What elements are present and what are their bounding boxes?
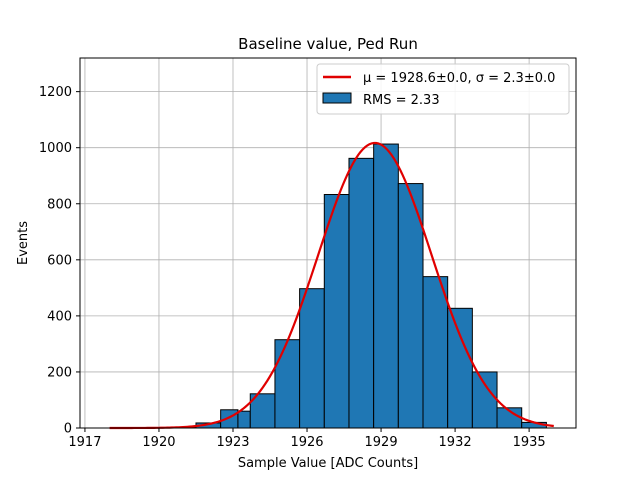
legend: μ = 1928.6±0.0, σ = 2.3±0.0 RMS = 2.33: [316, 63, 570, 115]
fit-curve-path: [109, 141, 554, 430]
x-axis-label: Sample Value [ADC Counts]: [238, 456, 418, 471]
histogram-bar: [447, 307, 473, 429]
histogram-bar: [299, 288, 325, 429]
y-tick-label: 400: [47, 309, 72, 324]
chart-title: Baseline value, Ped Run: [238, 35, 418, 53]
plot-frame: [79, 57, 577, 429]
y-tick-label: 1000: [39, 141, 72, 156]
legend-histogram-swatch: [322, 92, 352, 104]
y-axis-ticks: 0 200 400 600 800 1000 1200: [39, 85, 80, 437]
x-tick-label: 1926: [290, 435, 323, 450]
histogram-bars: [183, 143, 547, 429]
y-tick-label: 0: [64, 422, 72, 437]
histogram-bar: [373, 143, 399, 429]
histogram-bar: [471, 371, 498, 429]
histogram-bar: [422, 276, 449, 429]
y-tick-label: 200: [47, 365, 72, 380]
legend-fit-label: μ = 1928.6±0.0, σ = 2.3±0.0: [363, 71, 555, 86]
x-tick-label: 1932: [439, 435, 472, 450]
x-tick-label: 1917: [68, 435, 101, 450]
x-tick-label: 1935: [513, 435, 546, 450]
histogram-bar: [348, 157, 375, 429]
y-tick-label: 800: [47, 197, 72, 212]
histogram-bar: [274, 339, 301, 429]
histogram-bar: [323, 194, 350, 429]
gaussian-fit-curve: [109, 141, 554, 430]
histogram-bar: [237, 410, 251, 429]
x-axis-ticks: 1917 1920 1923 1926 1929 1932 1935: [68, 428, 546, 450]
x-tick-label: 1929: [365, 435, 398, 450]
y-tick-label: 600: [47, 253, 72, 268]
x-tick-label: 1923: [216, 435, 249, 450]
x-tick-label: 1920: [142, 435, 175, 450]
y-tick-label: 1200: [39, 85, 72, 100]
legend-histogram-label: RMS = 2.33: [363, 93, 440, 108]
legend-box: [316, 63, 570, 115]
y-axis-label: Events: [16, 221, 31, 265]
